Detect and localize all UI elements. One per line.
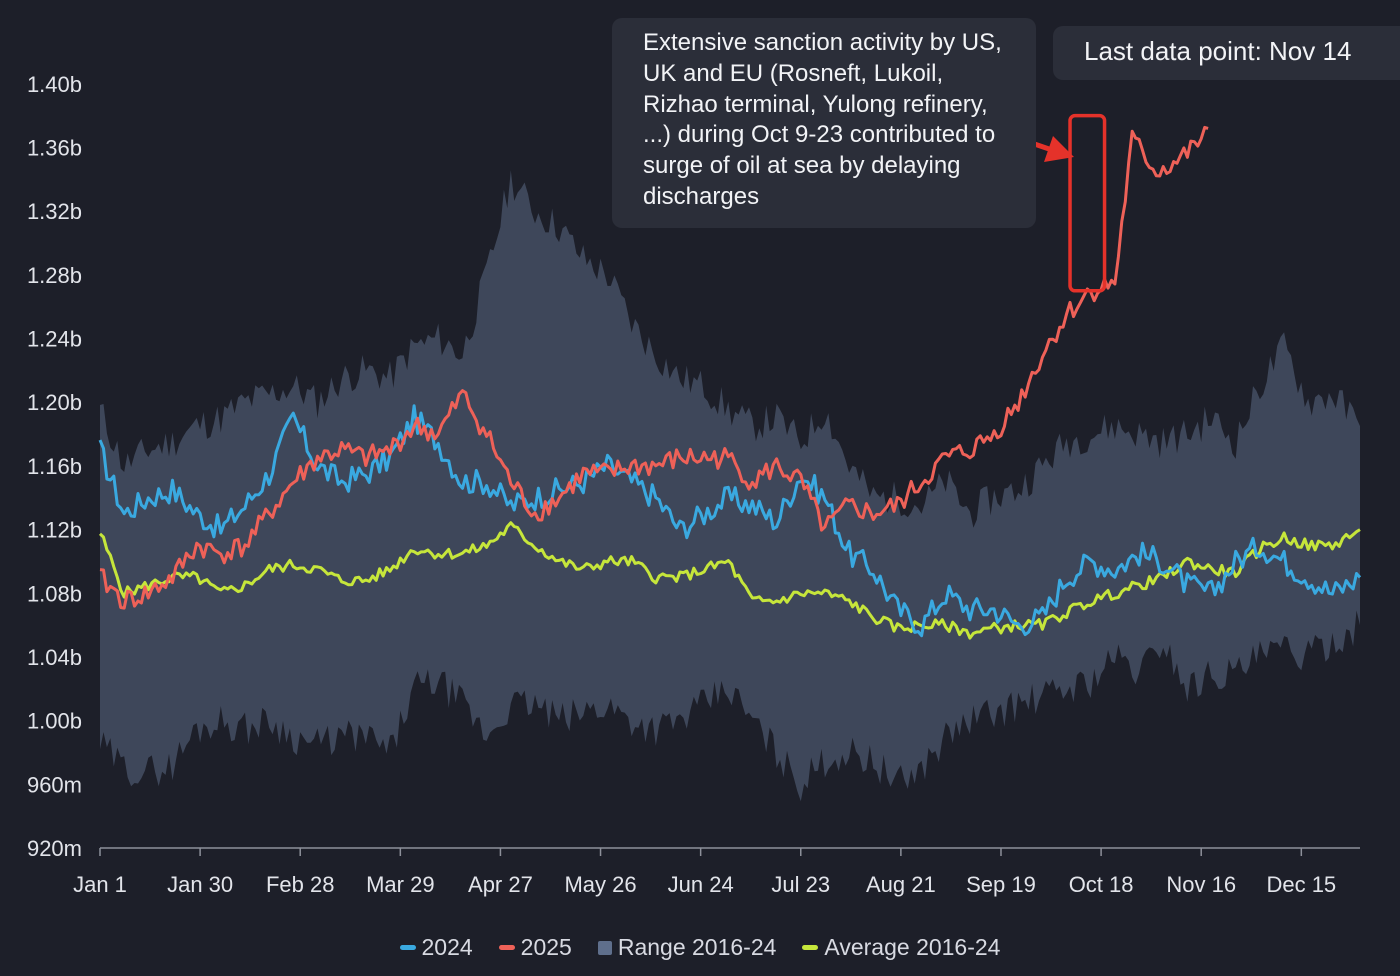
axis-layer xyxy=(99,847,1360,856)
tick-label-layer: Jan 1 Jan 30 Feb 28 Mar 29 Apr 27 May 26 Jun 2… xyxy=(27,72,1336,897)
x-tick-label: May 26 xyxy=(564,872,636,897)
legend-item-2025[interactable]: 2025 xyxy=(498,934,572,961)
y-tick-label: 1.08b xyxy=(27,581,82,606)
x-tick-label: Aug 21 xyxy=(866,872,936,897)
x-tick-label: Jan 1 xyxy=(73,872,127,897)
y-tick-label: 1.12b xyxy=(27,518,82,543)
y-tick-label: 1.28b xyxy=(27,263,82,288)
annotation-text: Extensive sanction activity by US, UK an… xyxy=(643,29,1002,210)
series-2025-line xyxy=(99,125,1209,610)
last-data-point-text: Last data point: Nov 14 xyxy=(1084,36,1352,66)
legend-label-2024: 2024 xyxy=(421,934,473,960)
series-line-layer xyxy=(98,125,1362,640)
x-tick-label: Oct 18 xyxy=(1069,872,1134,897)
series-2024-line xyxy=(98,404,1362,638)
y-tick-label: 1.16b xyxy=(27,454,82,479)
legend-item-average[interactable]: Average 2016-24 xyxy=(802,934,1000,961)
legend-swatch-average xyxy=(802,945,819,950)
legend-item-range[interactable]: Range 2016-24 xyxy=(597,934,777,961)
x-tick-label: Mar 29 xyxy=(366,872,434,897)
average-2016-24-line xyxy=(98,521,1361,640)
legend-swatch-2024 xyxy=(399,945,416,950)
y-tick-label: 1.04b xyxy=(27,645,82,670)
y-tick-label: 1.36b xyxy=(27,136,82,161)
annotation-arrow-head xyxy=(1044,136,1074,162)
y-tick-label: 1.24b xyxy=(27,327,82,352)
legend: 2024 2025 Range 2016-24 Average 2016-24 xyxy=(0,934,1400,961)
legend-swatch-2025 xyxy=(498,945,515,950)
legend-label-average: Average 2016-24 xyxy=(824,934,1001,960)
y-tick-label: 1.20b xyxy=(27,390,82,415)
x-tick-label: Feb 28 xyxy=(266,872,335,897)
y-tick-label: 920m xyxy=(27,836,82,861)
x-tick-label: Nov 16 xyxy=(1166,872,1236,897)
x-tick-label: Sep 19 xyxy=(966,872,1036,897)
legend-swatch-range xyxy=(597,940,612,955)
x-tick-label: Apr 27 xyxy=(468,872,533,897)
legend-item-2024[interactable]: 2024 xyxy=(399,934,473,961)
annotation-callout: Extensive sanction activity by US, UK an… xyxy=(612,18,1036,228)
legend-label-2025: 2025 xyxy=(520,934,572,960)
y-tick-label: 1.00b xyxy=(27,709,82,734)
y-tick-label: 960m xyxy=(27,772,82,797)
highlight-box xyxy=(1068,113,1107,293)
x-tick-label: Jun 24 xyxy=(668,872,734,897)
x-tick-label: Jan 30 xyxy=(167,872,233,897)
range-area-layer xyxy=(100,170,1360,802)
y-tick-label: 1.40b xyxy=(27,72,82,97)
range-2016-24-area xyxy=(100,170,1360,802)
last-data-point-callout: Last data point: Nov 14 xyxy=(1053,26,1400,80)
legend-label-range: Range 2016-24 xyxy=(617,934,777,960)
x-tick-label: Jul 23 xyxy=(771,872,830,897)
x-tick-label: Dec 15 xyxy=(1266,872,1336,897)
y-tick-label: 1.32b xyxy=(27,199,82,224)
